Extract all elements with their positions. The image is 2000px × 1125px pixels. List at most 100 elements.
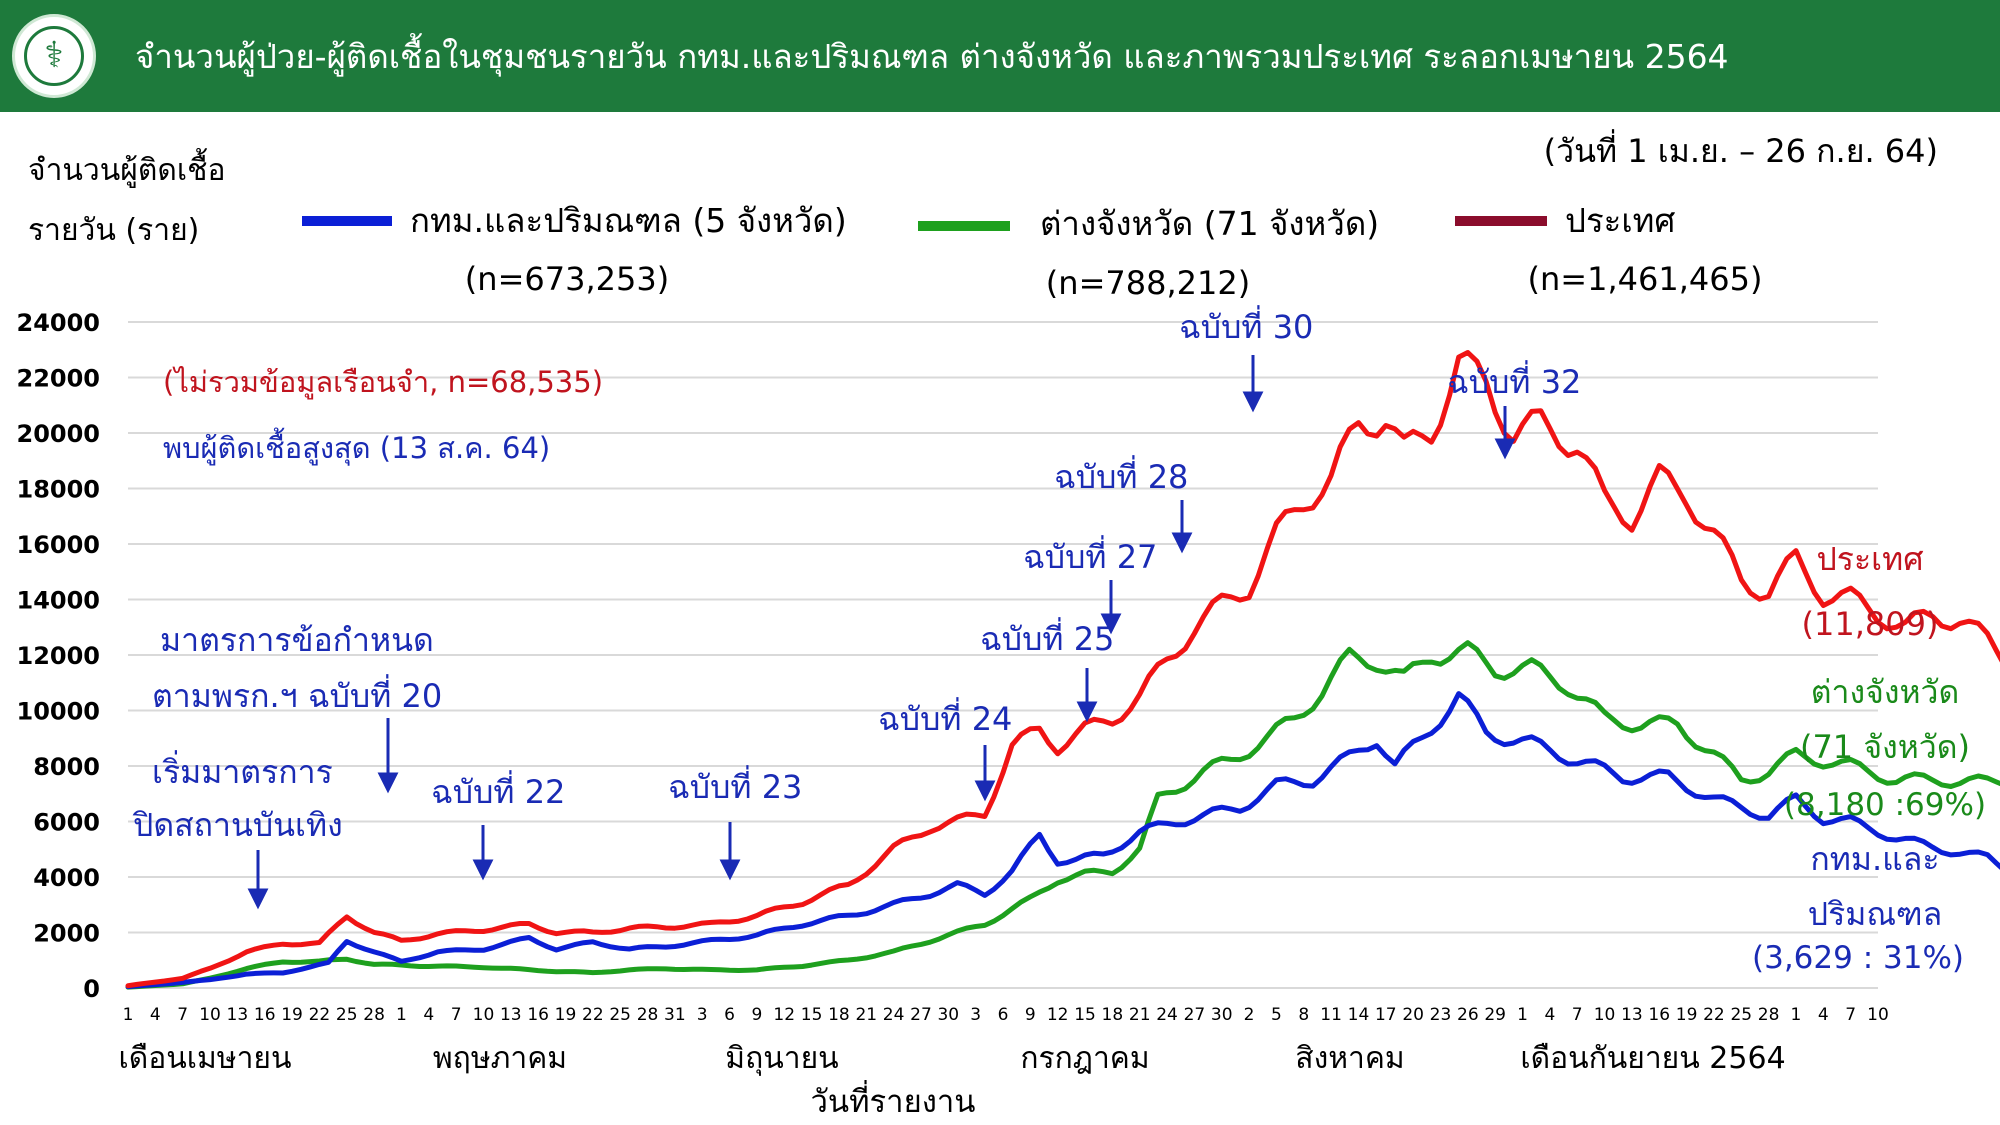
arrowhead-issue-23 — [719, 859, 741, 881]
end-label-country-name: ประเทศ — [1816, 540, 1923, 578]
y-tick-label-14000: 14000 — [17, 587, 101, 615]
measure-title-line2: ตามพรก.ฯ ฉบับที่ 20 — [152, 674, 442, 715]
x-tick-label-36: 18 — [1102, 1005, 1124, 1025]
x-tick-label-34: 12 — [1047, 1005, 1069, 1025]
issue-32-label: ฉบับที่ 32 — [1447, 360, 1581, 401]
x-tick-label-19: 28 — [637, 1005, 659, 1025]
x-tick-label-9: 28 — [363, 1005, 385, 1025]
x-tick-label-51: 1 — [1517, 1005, 1528, 1025]
arrowhead-issue-20 — [377, 772, 399, 794]
y-tick-label-4000: 4000 — [33, 864, 100, 892]
x-tick-label-18: 25 — [609, 1005, 631, 1025]
x-tick-label-3: 10 — [199, 1005, 221, 1025]
arrowhead-issue-25 — [1076, 701, 1098, 723]
x-tick-label-42: 5 — [1271, 1005, 1282, 1025]
end-label-bangkok-value: (3,629 : 31%) — [1752, 940, 1964, 976]
caduceus-icon: ⚕ — [24, 26, 84, 86]
x-tick-label-48: 23 — [1430, 1005, 1452, 1025]
x-tick-label-30: 30 — [937, 1005, 959, 1025]
legend-label-country: ประเทศ — [1565, 201, 1675, 240]
y-tick-label-10000: 10000 — [17, 698, 101, 726]
issue-25-label: ฉบับที่ 25 — [980, 617, 1114, 658]
end-label-bangkok-name-2: ปริมณฑล — [1808, 895, 1942, 933]
issue-30-label: ฉบับที่ 30 — [1179, 305, 1313, 346]
x-tick-label-21: 3 — [697, 1005, 708, 1025]
x-tick-label-56: 16 — [1648, 1005, 1670, 1025]
x-tick-label-40: 30 — [1211, 1005, 1233, 1025]
arrowhead-issue-30 — [1242, 391, 1264, 413]
y-axis-label-line2: รายวัน (ราย) — [28, 213, 199, 248]
y-tick-label-24000: 24000 — [17, 309, 101, 337]
x-tick-label-27: 21 — [855, 1005, 877, 1025]
x-tick-label-53: 7 — [1572, 1005, 1583, 1025]
x-tick-label-64: 10 — [1867, 1005, 1889, 1025]
issue-23-label: ฉบับที่ 23 — [668, 765, 802, 806]
x-tick-label-15: 16 — [527, 1005, 549, 1025]
x-tick-label-35: 15 — [1074, 1005, 1096, 1025]
x-tick-label-50: 29 — [1484, 1005, 1506, 1025]
month-label-5: เดือนกันยายน 2564 — [1520, 1041, 1785, 1076]
arrowhead-issue-22 — [472, 859, 494, 881]
date-range: (วันที่ 1 เม.ย. – 26 ก.ย. 64) — [1544, 129, 1938, 170]
measure-start-line2: ปิดสถานบันเทิง — [132, 806, 343, 844]
x-tick-label-45: 14 — [1348, 1005, 1370, 1025]
arrowhead-measure-start — [247, 888, 269, 910]
y-tick-label-20000: 20000 — [17, 420, 101, 448]
x-tick-label-52: 4 — [1544, 1005, 1555, 1025]
page-title: จำนวนผู้ป่วย-ผู้ติดเชื้อในชุมชนรายวัน กท… — [135, 37, 1729, 76]
peak-note: พบผู้ติดเชื้อสูงสุด (13 ส.ค. 64) — [163, 427, 550, 466]
x-axis-label: วันที่รายงาน — [811, 1080, 976, 1120]
month-label-3: กรกฎาคม — [1020, 1041, 1149, 1076]
arrowhead-issue-28 — [1171, 532, 1193, 554]
measure-title-line1: มาตรการข้อกำหนด — [160, 621, 434, 659]
month-label-4: สิงหาคม — [1295, 1041, 1404, 1076]
end-label-provinces-name: ต่างจังหวัด — [1811, 673, 1960, 711]
month-label-0: เดือนเมษายน — [119, 1041, 292, 1076]
y-tick-label-0: 0 — [83, 975, 100, 1003]
legend: กทม.และปริมณฑล (5 จังหวัด) (n=673,253) ต… — [302, 201, 1762, 302]
issue-24-label: ฉบับที่ 24 — [878, 697, 1012, 738]
x-tick-label-55: 13 — [1621, 1005, 1643, 1025]
x-tick-label-60: 28 — [1758, 1005, 1780, 1025]
x-tick-label-32: 6 — [998, 1005, 1009, 1025]
header-bar: ⚕ จำนวนผู้ป่วย-ผู้ติดเชื้อในชุมชนรายวัน … — [0, 0, 2000, 112]
x-tick-label-47: 20 — [1402, 1005, 1424, 1025]
x-tick-label-7: 22 — [309, 1005, 331, 1025]
end-label-bangkok-name-1: กทม.และ — [1810, 840, 1939, 878]
x-tick-label-12: 7 — [451, 1005, 462, 1025]
x-tick-label-8: 25 — [336, 1005, 358, 1025]
x-tick-label-57: 19 — [1676, 1005, 1698, 1025]
prison-note: (ไม่รวมข้อมูลเรือนจำ, n=68,535) — [163, 365, 603, 400]
end-label-provinces-value: (8,180 :69%) — [1784, 787, 1986, 823]
x-tick-label-23: 9 — [751, 1005, 762, 1025]
x-tick-label-49: 26 — [1457, 1005, 1479, 1025]
x-tick-label-29: 27 — [910, 1005, 932, 1025]
series-line-country — [125, 350, 2000, 989]
arrowhead-issue-27 — [1100, 613, 1122, 635]
x-tick-label-46: 17 — [1375, 1005, 1397, 1025]
x-tick-label-10: 1 — [396, 1005, 407, 1025]
x-tick-label-4: 13 — [227, 1005, 249, 1025]
x-tick-label-0: 1 — [123, 1005, 134, 1025]
x-tick-label-17: 22 — [582, 1005, 604, 1025]
y-tick-label-8000: 8000 — [33, 753, 100, 781]
legend-n-country: (n=1,461,465) — [1528, 260, 1763, 298]
gridlines — [128, 321, 1878, 989]
ministry-logo: ⚕ — [12, 14, 96, 98]
x-tick-label-1: 4 — [150, 1005, 161, 1025]
x-tick-label-14: 13 — [500, 1005, 522, 1025]
series-lines — [125, 350, 2000, 990]
arrowhead-issue-24 — [974, 780, 996, 802]
series-line-bangkok — [125, 691, 2000, 990]
x-tick-label-6: 19 — [281, 1005, 303, 1025]
legend-n-bangkok: (n=673,253) — [465, 260, 669, 298]
end-labels: ประเทศ (11,809) ต่างจังหวัด (71 จังหวัด)… — [1752, 540, 1986, 976]
legend-swatch-provinces — [918, 221, 1010, 231]
month-label-2: มิถุนายน — [725, 1041, 838, 1077]
x-tick-label-37: 21 — [1129, 1005, 1151, 1025]
x-tick-label-44: 11 — [1320, 1005, 1342, 1025]
x-tick-label-16: 19 — [555, 1005, 577, 1025]
x-tick-label-25: 15 — [801, 1005, 823, 1025]
legend-label-provinces: ต่างจังหวัด (71 จังหวัด) — [1040, 204, 1379, 243]
